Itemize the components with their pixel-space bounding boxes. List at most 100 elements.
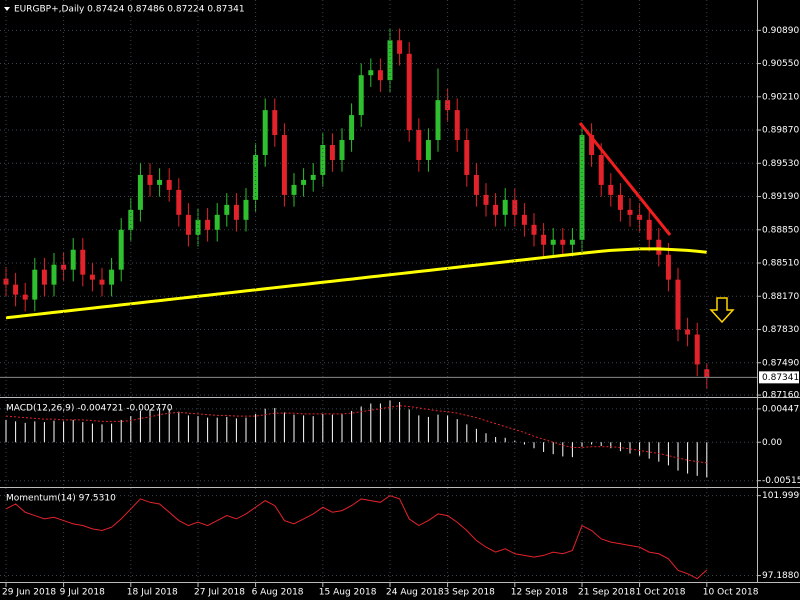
menu-icon bbox=[4, 7, 10, 11]
candle-body bbox=[89, 274, 95, 280]
candle-body bbox=[483, 194, 489, 205]
pane-title: EURGBP+,Daily 0.87424 0.87486 0.87224 0.… bbox=[14, 5, 245, 15]
x-tick-label: 29 Jun 2018 bbox=[2, 588, 56, 598]
candle-body bbox=[80, 249, 86, 275]
candle-body bbox=[195, 219, 201, 235]
candle-body bbox=[329, 145, 335, 160]
y-tick-label: 0.89530 bbox=[762, 159, 799, 169]
x-tick-label: 15 Aug 2018 bbox=[319, 588, 377, 598]
candle-body bbox=[521, 214, 527, 225]
candle-body bbox=[358, 75, 364, 116]
candle-body bbox=[253, 154, 259, 200]
candle-body bbox=[166, 179, 172, 190]
trend-line bbox=[578, 122, 672, 236]
candle-body bbox=[99, 279, 105, 285]
candle-body bbox=[694, 334, 700, 365]
x-tick-label: 24 Aug 2018 bbox=[386, 588, 444, 598]
candle-body bbox=[185, 214, 191, 235]
candle-body bbox=[579, 135, 585, 240]
candle-body bbox=[397, 40, 403, 54]
y-tick-label: 0.87490 bbox=[762, 358, 799, 368]
candle-body bbox=[406, 53, 412, 131]
candle-body bbox=[61, 264, 67, 270]
x-tick-label: 27 Jul 2018 bbox=[194, 588, 245, 598]
candle-body bbox=[22, 294, 28, 300]
current-price-box bbox=[759, 371, 799, 384]
candle-body bbox=[70, 249, 76, 270]
candle-body bbox=[425, 140, 431, 160]
y-tick-label: 0.004475 bbox=[762, 404, 800, 414]
y-tick-label: 0.90210 bbox=[762, 92, 799, 102]
candle-body bbox=[41, 269, 47, 285]
candle-body bbox=[473, 174, 479, 195]
candle-body bbox=[493, 204, 499, 215]
current-price-label: 0.87341 bbox=[762, 373, 799, 383]
pane-title: MACD(12,26,9) -0.004721 -0.002770 bbox=[6, 404, 173, 414]
candle-body bbox=[646, 219, 652, 240]
chart-layer bbox=[0, 0, 757, 582]
candle-body bbox=[128, 209, 134, 230]
candle-body bbox=[205, 219, 211, 230]
candle-body bbox=[541, 234, 547, 245]
x-tick-label: 21 Sep 2018 bbox=[578, 588, 635, 598]
candle-body bbox=[262, 110, 268, 155]
x-tick-label: 1 Oct 2018 bbox=[636, 588, 686, 598]
candle-body bbox=[531, 224, 537, 235]
y-tick-label: 0.00 bbox=[762, 438, 782, 448]
candle-body bbox=[704, 369, 710, 378]
y-tick-label: 0.89190 bbox=[762, 192, 799, 202]
candle-body bbox=[569, 239, 575, 245]
x-tick-label: 10 Oct 2018 bbox=[703, 588, 759, 598]
candle-body bbox=[51, 264, 57, 285]
candle-body bbox=[118, 229, 124, 270]
candle-body bbox=[675, 279, 681, 330]
candle-body bbox=[560, 239, 566, 245]
candle-body bbox=[3, 278, 9, 285]
x-tick-label: 3 Sep 2018 bbox=[444, 588, 496, 598]
candle-body bbox=[502, 199, 508, 215]
candle-body bbox=[589, 135, 595, 155]
candle-body bbox=[617, 194, 623, 210]
down-arrow bbox=[709, 297, 735, 324]
candle-body bbox=[214, 214, 220, 230]
candle-body bbox=[435, 100, 441, 141]
candle-body bbox=[637, 214, 643, 220]
y-tick-label: 0.87830 bbox=[762, 325, 799, 335]
macd-signal bbox=[5, 405, 707, 464]
candle-body bbox=[598, 154, 604, 185]
candle-body bbox=[109, 269, 115, 285]
candle-body bbox=[445, 100, 451, 111]
candle-body bbox=[377, 70, 383, 81]
candle-body bbox=[272, 110, 278, 136]
candle-body bbox=[464, 140, 470, 175]
candle-body bbox=[454, 110, 460, 141]
y-tick-label: -0.00515 bbox=[762, 476, 800, 486]
candle-body bbox=[310, 174, 316, 180]
x-tick-label: 9 Jul 2018 bbox=[60, 588, 105, 598]
x-tick-label: 6 Aug 2018 bbox=[252, 588, 304, 598]
x-tick-label: 18 Jul 2018 bbox=[127, 588, 178, 598]
y-tick-label: 0.87160 bbox=[762, 391, 799, 401]
candle-body bbox=[301, 179, 307, 185]
candle-body bbox=[224, 204, 230, 215]
candle-body bbox=[243, 199, 249, 220]
y-tick-label: 0.88510 bbox=[762, 259, 799, 269]
pane-title: Momentum(14) 97.5310 bbox=[6, 494, 116, 504]
y-tick-label: 0.90550 bbox=[762, 59, 799, 69]
candle-body bbox=[281, 135, 287, 195]
candle-body bbox=[550, 239, 556, 245]
candle-body bbox=[233, 204, 239, 220]
candle-body bbox=[32, 269, 38, 300]
candle-body bbox=[13, 284, 19, 295]
candle-body bbox=[656, 239, 662, 255]
candle-body bbox=[157, 179, 163, 185]
x-tick-label: 12 Sep 2018 bbox=[511, 588, 568, 598]
y-tick-label: 0.88170 bbox=[762, 292, 799, 302]
candle-body bbox=[368, 70, 374, 76]
candle-body bbox=[176, 189, 182, 215]
candle-body bbox=[608, 184, 614, 195]
candle-body bbox=[339, 140, 345, 160]
candle-body bbox=[665, 254, 671, 280]
